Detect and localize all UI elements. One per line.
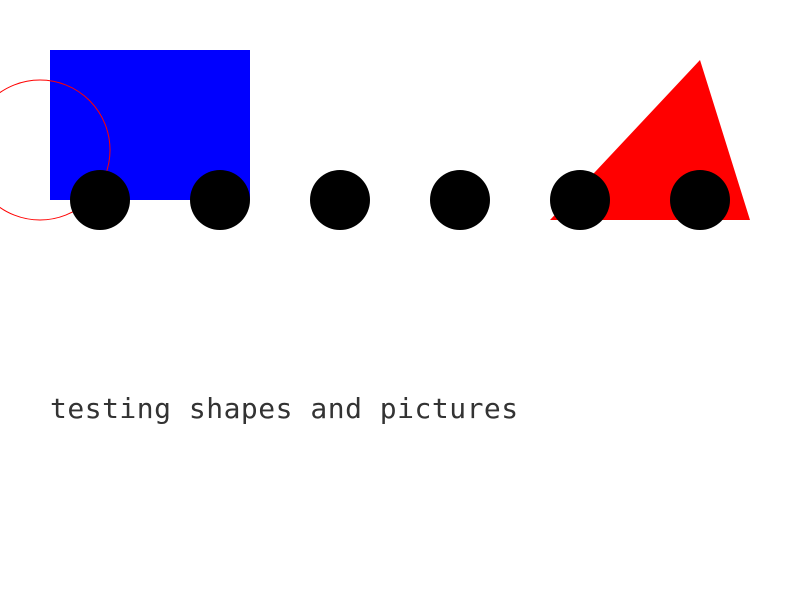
black-dot-4: [430, 170, 490, 230]
red-outline-circle: [0, 79, 111, 221]
black-dot-1: [70, 170, 130, 230]
caption-text: testing shapes and pictures: [50, 392, 519, 425]
black-dot-5: [550, 170, 610, 230]
dot-row: [70, 170, 730, 230]
black-dot-2: [190, 170, 250, 230]
black-dot-6: [670, 170, 730, 230]
black-dot-3: [310, 170, 370, 230]
